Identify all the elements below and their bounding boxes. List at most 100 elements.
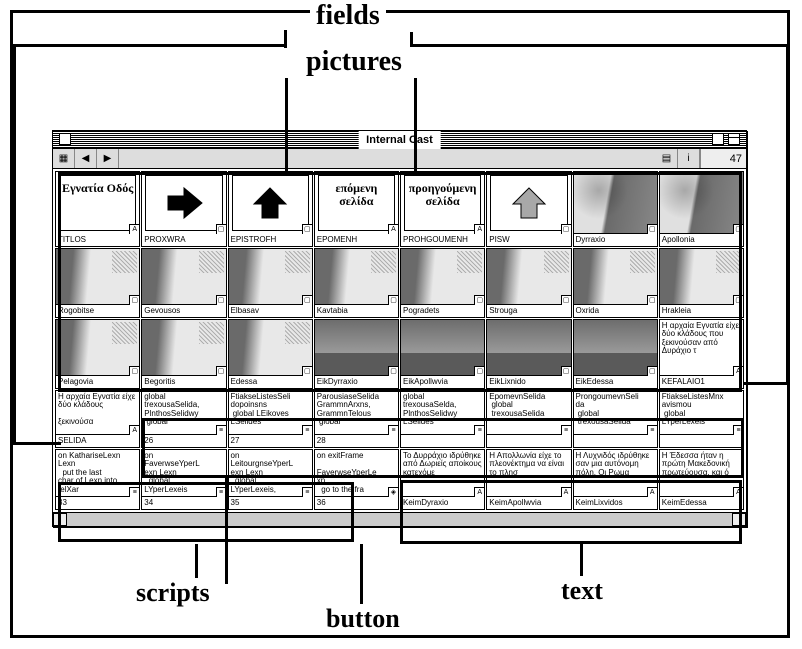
cast-thumbnail[interactable] <box>315 320 398 376</box>
cast-member[interactable]: Η αρχαία Εγνατία είχε δύο κλάδους που ξε… <box>659 319 744 389</box>
member-type-icon: ▢ <box>302 295 312 305</box>
toolbar-grid-icon[interactable]: ▦ <box>53 149 75 168</box>
toolbar-info-icon[interactable]: i <box>678 149 700 168</box>
cast-member[interactable]: Η αρχαία Εγνατία είχε δύο κλάδους ξεκινο… <box>55 390 140 448</box>
member-type-icon: ▢ <box>647 366 657 376</box>
cast-thumbnail[interactable]: FtiakseListesSeli dopoinsns global LEiko… <box>229 391 312 435</box>
cast-member-name: PROHGOUMENH <box>401 234 484 246</box>
cast-member-name: EikLixnido <box>487 376 570 388</box>
cast-member[interactable]: ▢Begoritis <box>141 319 226 389</box>
nav-prev[interactable]: ◀ <box>75 149 97 168</box>
cast-thumbnail[interactable]: EpomevnSelida global trexousaSelida <box>487 391 570 435</box>
cast-member[interactable]: ▢Pelagovia <box>55 319 140 389</box>
cast-member[interactable]: ▢Edessa <box>228 319 313 389</box>
cast-thumbnail[interactable] <box>229 320 312 376</box>
cast-member[interactable]: ▢Pogradets <box>400 248 485 318</box>
cast-member[interactable]: ▢Apollonia <box>659 171 744 247</box>
cast-member[interactable]: FtiakseListesSeli dopoinsns global LEiko… <box>228 390 313 448</box>
cast-member[interactable]: ProngoumevnSeli da global trexousaSelida… <box>573 390 658 448</box>
cast-thumbnail[interactable]: on KathariseLexn Lexn put the last char … <box>56 450 139 497</box>
cast-thumbnail[interactable] <box>56 249 139 305</box>
cast-member[interactable]: ▢Hrakleia <box>659 248 744 318</box>
cast-member[interactable]: ▢EPISTROFH <box>228 171 313 247</box>
cast-thumbnail[interactable] <box>56 320 139 376</box>
cast-thumbnail[interactable] <box>487 320 570 376</box>
cast-thumbnail[interactable]: on LeitourgnseYperL exn Lexn global LYpe… <box>229 450 312 497</box>
cast-member[interactable]: global trexousaSelida, PlnthosSelidwy gl… <box>141 390 226 448</box>
horizontal-scrollbar[interactable] <box>53 512 746 526</box>
cast-thumbnail[interactable] <box>574 172 657 234</box>
cast-member-name: EPISTROFH <box>229 234 312 246</box>
cast-thumbnail[interactable]: Η αρχαία Εγνατία είχε δύο κλάδους ξεκινο… <box>56 391 139 435</box>
cast-thumbnail[interactable] <box>142 320 225 376</box>
zoom-button[interactable] <box>712 133 724 145</box>
cast-thumbnail[interactable] <box>660 249 743 305</box>
cast-thumbnail[interactable] <box>315 249 398 305</box>
cast-thumbnail[interactable]: global trexousaSelida, PlnthosSelidwy gl… <box>142 391 225 435</box>
cast-thumbnail[interactable]: επόμενη σελίδα <box>318 175 395 231</box>
cast-thumbnail[interactable]: global trexousaSelda, PlnthosSelidwy LSe… <box>401 391 484 435</box>
cast-member[interactable]: ▢Elbasav <box>228 248 313 318</box>
cast-member[interactable]: Το Δυρράχιο ιδρύθηκε από Δωριείς αποίκου… <box>400 449 485 510</box>
cast-member[interactable]: Η Έδεσσα ήταν η πρώτη Μακεδονική πρωτεύο… <box>659 449 744 510</box>
cast-thumbnail[interactable]: Η αρχαία Εγνατία είχε δύο κλάδους που ξε… <box>660 320 743 376</box>
cast-thumbnail[interactable]: on FaverwseYperL exn Lexn global LYperLe… <box>142 450 225 497</box>
collapse-button[interactable] <box>728 133 740 145</box>
cast-thumbnail[interactable]: FtiakseListesMnx avismou global LYperLex… <box>660 391 743 435</box>
cast-thumbnail[interactable] <box>232 175 309 231</box>
cast-member[interactable]: ▢EikApollwvia <box>400 319 485 389</box>
cast-thumbnail[interactable] <box>574 320 657 376</box>
cast-thumbnail[interactable]: Το Δυρράχιο ιδρύθηκε από Δωριείς αποίκου… <box>401 450 484 497</box>
cast-thumbnail[interactable] <box>142 249 225 305</box>
cast-thumbnail[interactable]: on exitFrame FaverwseYperLe xn go to the… <box>315 450 398 497</box>
cast-thumbnail[interactable]: ProngoumevnSeli da global trexousaSelida <box>574 391 657 435</box>
cast-member[interactable]: προηγούμενη σελίδαAPROHGOUMENH <box>400 171 485 247</box>
close-button[interactable] <box>59 133 71 145</box>
cast-thumbnail[interactable] <box>490 175 567 231</box>
arrow-up-icon <box>250 186 290 220</box>
cast-thumbnail[interactable] <box>487 249 570 305</box>
cast-member[interactable]: on FaverwseYperL exn Lexn global LYperLe… <box>141 449 226 510</box>
cast-member[interactable]: ▢Oxrida <box>573 248 658 318</box>
cast-member[interactable]: ▢Strouga <box>486 248 571 318</box>
member-type-icon: ▢ <box>302 366 312 376</box>
cast-member-name: EikApollwvia <box>401 376 484 388</box>
cast-thumbnail[interactable] <box>401 249 484 305</box>
cast-member[interactable]: ParousiaseSelida GrammnArxns, GrammnTelo… <box>314 390 399 448</box>
cast-member[interactable]: ▢Kavtabia <box>314 248 399 318</box>
cast-member[interactable]: ▢EikEdessa <box>573 319 658 389</box>
cast-member[interactable]: on KathariseLexn Lexn put the last char … <box>55 449 140 510</box>
cast-member[interactable]: on exitFrame FaverwseYperLe xn go to the… <box>314 449 399 510</box>
toolbar-kind-icon[interactable]: ▤ <box>656 149 678 168</box>
cast-thumbnail[interactable] <box>401 320 484 376</box>
cast-thumbnail[interactable] <box>145 175 222 231</box>
cast-thumbnail[interactable] <box>660 172 743 234</box>
cast-thumbnail[interactable]: Η Απολλωνία είχε το πλεονέκτημα να είναι… <box>487 450 570 497</box>
cast-thumbnail[interactable] <box>574 249 657 305</box>
cast-thumbnail[interactable]: Η Λυχνιδός ιδρύθηκε σαν μια αυτόνομη πόλ… <box>574 450 657 497</box>
cast-member[interactable]: ▢EikLixnido <box>486 319 571 389</box>
cast-thumbnail[interactable]: Εγνατία Οδός <box>59 175 136 231</box>
cast-member-name: Elbasav <box>229 305 312 317</box>
cast-member[interactable]: επόμενη σελίδαAEPOMENH <box>314 171 399 247</box>
cast-member[interactable]: ▢Gevousos <box>141 248 226 318</box>
cast-member[interactable]: EpomevnSelida global trexousaSelida ≡ <box>486 390 571 448</box>
cast-member[interactable]: ▢Dyrraxio <box>573 171 658 247</box>
cast-thumbnail[interactable] <box>229 249 312 305</box>
cast-member[interactable]: Η Απολλωνία είχε το πλεονέκτημα να είναι… <box>486 449 571 510</box>
cast-member[interactable]: FtiakseListesMnx avismou global LYperLex… <box>659 390 744 448</box>
cast-member[interactable]: on LeitourgnseYperL exn Lexn global LYpe… <box>228 449 313 510</box>
cast-member[interactable]: Εγνατία ΟδόςATITLOS <box>55 171 140 247</box>
cast-thumbnail[interactable]: προηγούμενη σελίδα <box>404 175 481 231</box>
cast-member[interactable]: ▢Rogobitse <box>55 248 140 318</box>
cast-member[interactable]: ▢PISW <box>486 171 571 247</box>
cast-thumbnail[interactable]: Η Έδεσσα ήταν η πρώτη Μακεδονική πρωτεύο… <box>660 450 743 497</box>
cast-member[interactable]: ▢EikDyrraxio <box>314 319 399 389</box>
cast-member[interactable]: ▢PROXWRA <box>141 171 226 247</box>
nav-next[interactable]: ▶ <box>97 149 119 168</box>
member-type-icon: ≡ <box>733 425 743 435</box>
cast-thumbnail[interactable]: ParousiaseSelida GrammnArxns, GrammnTelo… <box>315 391 398 435</box>
cast-member[interactable]: global trexousaSelda, PlnthosSelidwy LSe… <box>400 390 485 448</box>
label-pictures: pictures <box>300 46 408 78</box>
cast-member[interactable]: Η Λυχνιδός ιδρύθηκε σαν μια αυτόνομη πόλ… <box>573 449 658 510</box>
